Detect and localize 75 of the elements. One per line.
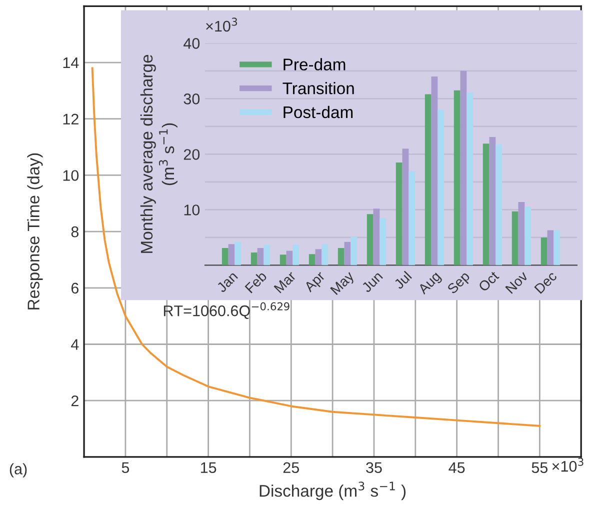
bar [454, 90, 460, 266]
bar [308, 254, 316, 266]
bar [431, 76, 438, 266]
y-tick-label: 40 [184, 38, 200, 49]
legend-label: Transition [282, 82, 354, 94]
bar [292, 244, 300, 266]
x-tick-label: 25 [283, 462, 300, 474]
bar [380, 218, 386, 266]
bar [234, 242, 242, 266]
x-tick-label: Mar [274, 270, 297, 294]
bar [512, 211, 518, 266]
bar [547, 230, 554, 266]
y-tick-label: 4 [71, 339, 79, 350]
bar [315, 249, 322, 266]
bar [280, 254, 286, 266]
y-tick-label: 2 [71, 395, 78, 406]
bar [518, 202, 525, 266]
bar [222, 248, 228, 266]
bar [344, 242, 351, 266]
bar [466, 92, 474, 266]
bar [540, 237, 548, 266]
bar [250, 252, 258, 266]
bar [460, 70, 467, 266]
x-tick-label: 5 [122, 462, 130, 474]
text: (a) [10, 463, 27, 478]
x-tick-label: Dec [534, 270, 558, 294]
x-tick-label: 45 [448, 462, 465, 474]
bar [554, 230, 560, 266]
y-tick-label: 10 [184, 204, 200, 216]
y-tick-label: 14 [63, 58, 79, 68]
y-axis-title: Response Time (day) [27, 153, 43, 310]
bar [264, 244, 270, 266]
x-tick-label: 55 [532, 462, 548, 474]
bar [489, 136, 496, 266]
bar [496, 144, 502, 266]
bar [438, 110, 444, 266]
x-tick-label: Oct [478, 270, 500, 292]
legend-label: Post-dam [284, 106, 353, 118]
x-tick-label: 35 [366, 462, 382, 474]
annotation: ×10$^{3}$ [206, 18, 238, 32]
bar [366, 214, 374, 266]
bar [322, 244, 328, 266]
bar [424, 94, 432, 266]
y-tick-label: 10 [63, 170, 79, 181]
bar [373, 208, 380, 266]
y-tick-label: 20 [184, 149, 200, 160]
bar [408, 171, 416, 266]
annotation: RT=1060.6Q$^{−0.629}$ [164, 302, 290, 319]
x-tick-label: Apr [304, 270, 328, 294]
y-tick-label: 12 [63, 114, 78, 124]
bar [286, 250, 293, 266]
y-tick-label: 30 [184, 94, 200, 104]
bar [482, 144, 490, 266]
bar [350, 236, 358, 266]
bar [396, 162, 402, 266]
x-tick-label: Nov [505, 270, 529, 294]
y-axis-title: Monthly average discharge (m$^{3}$ s$^{−1}$) [140, 54, 178, 253]
x-axis-title: Discharge (m$^{3}$ s$^{−1}$ ) [260, 482, 406, 500]
bar [524, 206, 532, 266]
y-tick-label: 8 [71, 226, 79, 238]
x-tick-label: Aug [417, 271, 443, 297]
x-tick-label: Jan [216, 271, 238, 293]
x-tick-label: Jun [361, 271, 384, 293]
bar [402, 148, 409, 266]
bar [257, 248, 264, 266]
x-tick-label: Feb [244, 270, 268, 294]
y-tick-label: 6 [71, 282, 79, 294]
bar [228, 244, 235, 266]
x-tick-label: Sep [446, 270, 472, 296]
x-tick-label: Jul [393, 270, 412, 290]
legend-label: Pre-dam [284, 58, 346, 70]
x-tick-label: May [330, 270, 357, 297]
text: ×10$^{3}$ [552, 458, 584, 472]
x-tick-label: 15 [200, 462, 216, 474]
bar [338, 248, 344, 266]
